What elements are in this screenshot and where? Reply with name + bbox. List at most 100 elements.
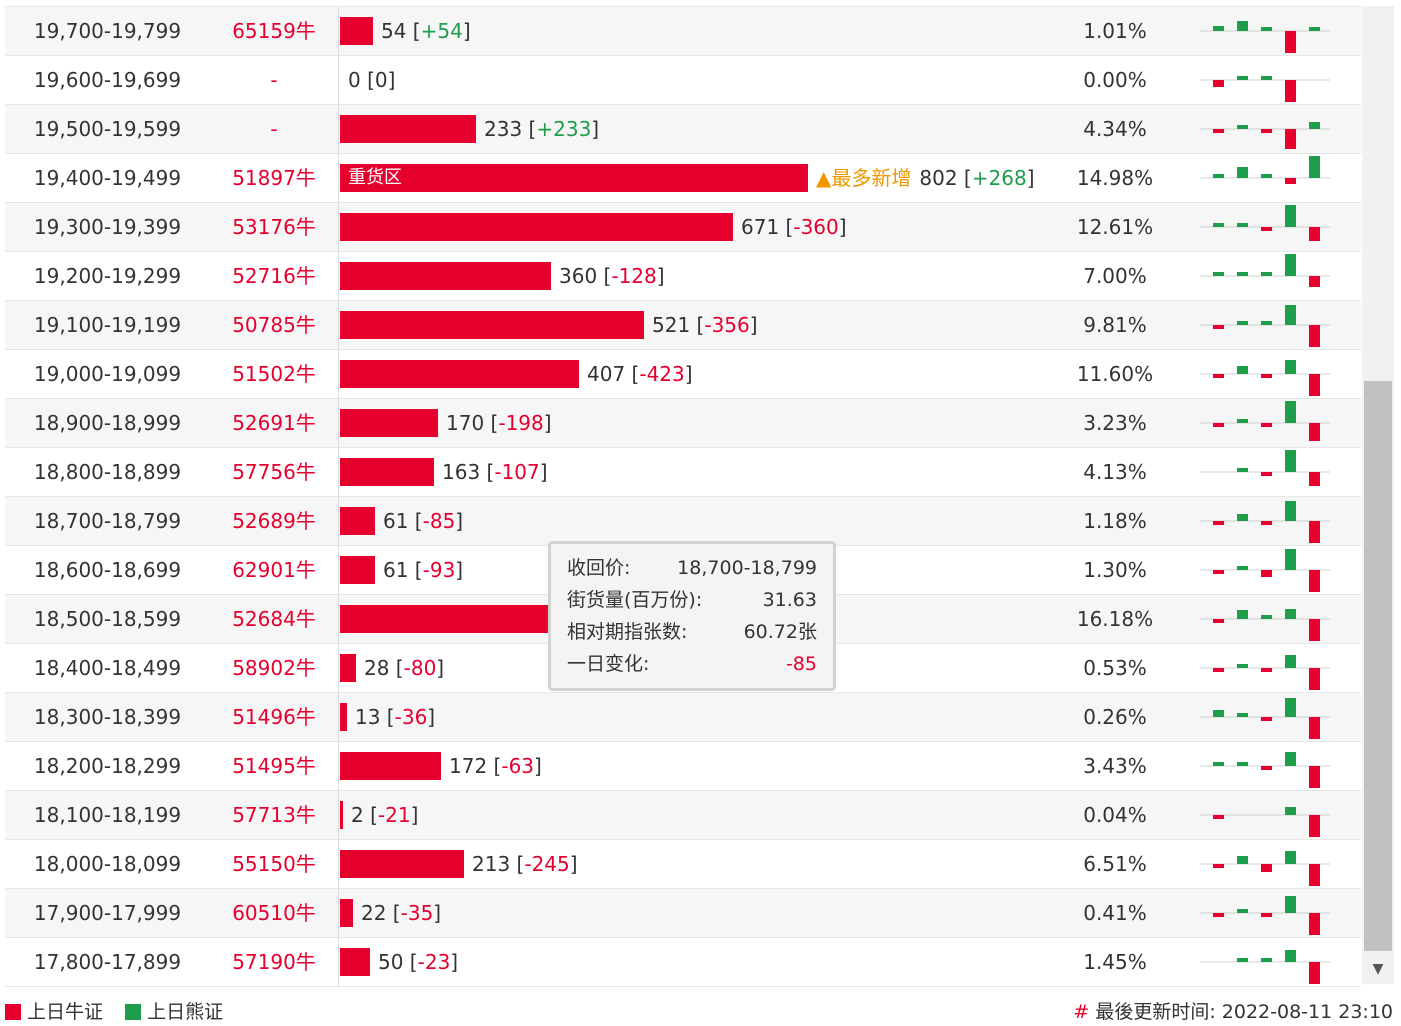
volume-bar[interactable]: [340, 17, 373, 45]
sparkline-bear-bar: [1261, 174, 1272, 178]
percentage: 0.26%: [1083, 705, 1147, 729]
table-row[interactable]: 19,600-19,699 -0 [0] 0.00%: [5, 56, 1361, 105]
table-row[interactable]: 19,100-19,199 50785牛 521 [-356] 9.81%: [5, 301, 1361, 350]
percentage: 0.53%: [1083, 656, 1147, 680]
volume-value: 28 [-80]: [364, 656, 445, 680]
history-sparkline: [1200, 752, 1330, 788]
table-row[interactable]: 19,200-19,299 52716牛 360 [-128] 7.00%: [5, 252, 1361, 301]
sparkline-bull-bar: [1309, 864, 1320, 886]
sparkline-bear-bar: [1213, 223, 1224, 227]
volume-bar[interactable]: [340, 556, 375, 584]
call-level: 52684牛: [210, 595, 339, 643]
volume-qty: 54: [381, 19, 407, 43]
call-level: 65159牛: [210, 7, 339, 55]
volume-bar[interactable]: [340, 115, 476, 143]
table-row[interactable]: 17,800-17,899 57190牛 50 [-23] 1.45%: [5, 938, 1361, 987]
table-row[interactable]: 18,100-18,199 57713牛 2 [-21] 0.04%: [5, 791, 1361, 840]
volume-bar[interactable]: [340, 213, 733, 241]
volume-bar[interactable]: [340, 948, 370, 976]
call-level: 50785牛: [210, 301, 339, 349]
table-row[interactable]: 18,300-18,399 51496牛 13 [-36] 0.26%: [5, 693, 1361, 742]
sparkline-bear-bar: [1285, 501, 1296, 521]
history-sparkline: [1200, 401, 1330, 441]
table-row[interactable]: 19,000-19,099 51502牛 407 [-423] 11.60%: [5, 350, 1361, 399]
volume-qty: 170: [446, 411, 485, 435]
sparkline-bull-bar: [1309, 276, 1320, 287]
sparkline-bear-bar: [1237, 321, 1248, 325]
sparkline-bear-bar: [1285, 450, 1296, 472]
tooltip-strike-value: 18,700-18,799: [677, 557, 817, 579]
strike-range: 18,500-18,599: [33, 607, 182, 631]
sparkline-bull-bar: [1309, 815, 1320, 837]
volume-bar[interactable]: [340, 311, 644, 339]
volume-qty: 28: [364, 656, 390, 680]
sparkline-bear-bar: [1285, 205, 1296, 227]
volume-bar[interactable]: [340, 409, 438, 437]
history-sparkline: [1200, 21, 1330, 53]
sparkline-bear-bar: [1285, 360, 1296, 374]
volume-change: -35: [400, 901, 434, 925]
sparkline-bull-bar: [1213, 521, 1224, 525]
scroll-down-icon[interactable]: ▼: [1372, 961, 1384, 977]
strike-range: 19,000-19,099: [33, 362, 182, 386]
volume-bar[interactable]: [340, 507, 375, 535]
sparkline-bull-bar: [1261, 472, 1272, 476]
sparkline-bear-bar: [1237, 366, 1248, 374]
tooltip-contracts-label: 相对期指张数:: [567, 621, 688, 643]
table-row[interactable]: 18,700-18,799 52689牛 61 [-85] 1.18%: [5, 497, 1361, 546]
table-row[interactable]: 18,800-18,899 57756牛 163 [-107] 4.13%: [5, 448, 1361, 497]
volume-change: 0: [374, 68, 388, 92]
table-row[interactable]: 19,300-19,399 53176牛 671 [-360] 12.61%: [5, 203, 1361, 252]
volume-bar[interactable]: [340, 458, 434, 486]
volume-bar[interactable]: [340, 605, 551, 633]
volume-value: 233 [+233]: [484, 117, 600, 141]
volume-bar[interactable]: [340, 703, 347, 731]
volume-bar[interactable]: [340, 360, 579, 388]
volume-bar[interactable]: 重货区: [340, 164, 808, 192]
sparkline-bear-bar: [1237, 272, 1248, 276]
percentage: 12.61%: [1076, 215, 1154, 239]
strike-range: 18,400-18,499: [33, 656, 182, 680]
strike-range: 18,300-18,399: [33, 705, 182, 729]
sparkline-bull-bar: [1261, 521, 1272, 525]
volume-bar[interactable]: [340, 850, 464, 878]
sparkline-bear-bar: [1213, 762, 1224, 766]
volume-qty: 163: [442, 460, 481, 484]
table-row[interactable]: 18,200-18,299 51495牛 172 [-63] 3.43%: [5, 742, 1361, 791]
sparkline-bear-bar: [1213, 26, 1224, 31]
sparkline-bear-bar: [1309, 122, 1320, 129]
volume-change: +54: [420, 19, 463, 43]
history-sparkline: [1200, 655, 1330, 690]
history-sparkline: [1200, 205, 1330, 241]
table-row[interactable]: 17,900-17,999 60510牛 22 [-35] 0.41%: [5, 889, 1361, 938]
call-level: 51495牛: [210, 742, 339, 790]
table-row[interactable]: 19,400-19,499 51897牛 重货区 ▲最多新增 802 [+268] 14.…: [5, 154, 1361, 203]
hash-icon: #: [1073, 1001, 1090, 1023]
scrollbar-thumb[interactable]: [1364, 381, 1392, 951]
volume-bar[interactable]: [340, 654, 356, 682]
volume-value: 50 [-23]: [378, 950, 459, 974]
volume-bar[interactable]: [340, 801, 343, 829]
sparkline-bull-bar: [1261, 913, 1272, 917]
volume-value: 407 [-423]: [587, 362, 693, 386]
volume-bar[interactable]: [340, 899, 353, 927]
strike-range: 19,100-19,199: [33, 313, 182, 337]
tooltip-change-label: 一日变化:: [567, 653, 650, 675]
volume-bar[interactable]: [340, 262, 551, 290]
table-row[interactable]: 19,500-19,599 - 233 [+233] 4.34%: [5, 105, 1361, 154]
volume-bar[interactable]: [340, 752, 441, 780]
sparkline-bull-bar: [1309, 472, 1320, 486]
percentage: 7.00%: [1083, 264, 1147, 288]
tooltip-change-value: -85: [785, 653, 817, 675]
percentage: 0.04%: [1083, 803, 1147, 827]
sparkline-bear-bar: [1285, 896, 1296, 913]
sparkline-bear-bar: [1285, 655, 1296, 668]
table-row[interactable]: 19,700-19,799 65159牛 54 [+54] 1.01%: [5, 7, 1361, 56]
call-level: 55150牛: [210, 840, 339, 888]
strike-range: 19,300-19,399: [33, 215, 182, 239]
volume-qty: 671: [741, 215, 780, 239]
volume-qty: 61: [383, 558, 409, 582]
table-row[interactable]: 18,000-18,099 55150牛 213 [-245] 6.51%: [5, 840, 1361, 889]
table-row[interactable]: 18,900-18,999 52691牛 170 [-198] 3.23%: [5, 399, 1361, 448]
volume-value: 54 [+54]: [381, 19, 471, 43]
